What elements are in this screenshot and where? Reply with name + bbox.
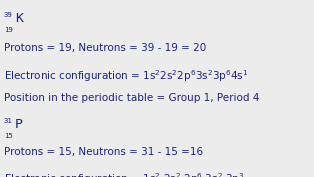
- Text: Protons = 15, Neutrons = 31 - 15 =16: Protons = 15, Neutrons = 31 - 15 =16: [4, 147, 203, 157]
- Text: 19: 19: [4, 27, 13, 33]
- Text: K: K: [15, 12, 23, 24]
- Text: P: P: [15, 118, 23, 131]
- Text: 31: 31: [4, 118, 13, 124]
- Text: Electronic configuration = 1s$^2$ 2s$^2$ 2p$^6$ 3s$^2$ 3p$^3$: Electronic configuration = 1s$^2$ 2s$^2$…: [4, 171, 244, 177]
- Text: Electronic configuration = 1s$^2$2s$^2$2p$^6$3s$^2$3p$^6$4s$^1$: Electronic configuration = 1s$^2$2s$^2$2…: [4, 68, 248, 84]
- Text: Protons = 19, Neutrons = 39 - 19 = 20: Protons = 19, Neutrons = 39 - 19 = 20: [4, 43, 206, 53]
- Text: 15: 15: [4, 133, 13, 139]
- Text: Position in the periodic table = Group 1, Period 4: Position in the periodic table = Group 1…: [4, 93, 259, 103]
- Text: 39: 39: [4, 12, 13, 18]
